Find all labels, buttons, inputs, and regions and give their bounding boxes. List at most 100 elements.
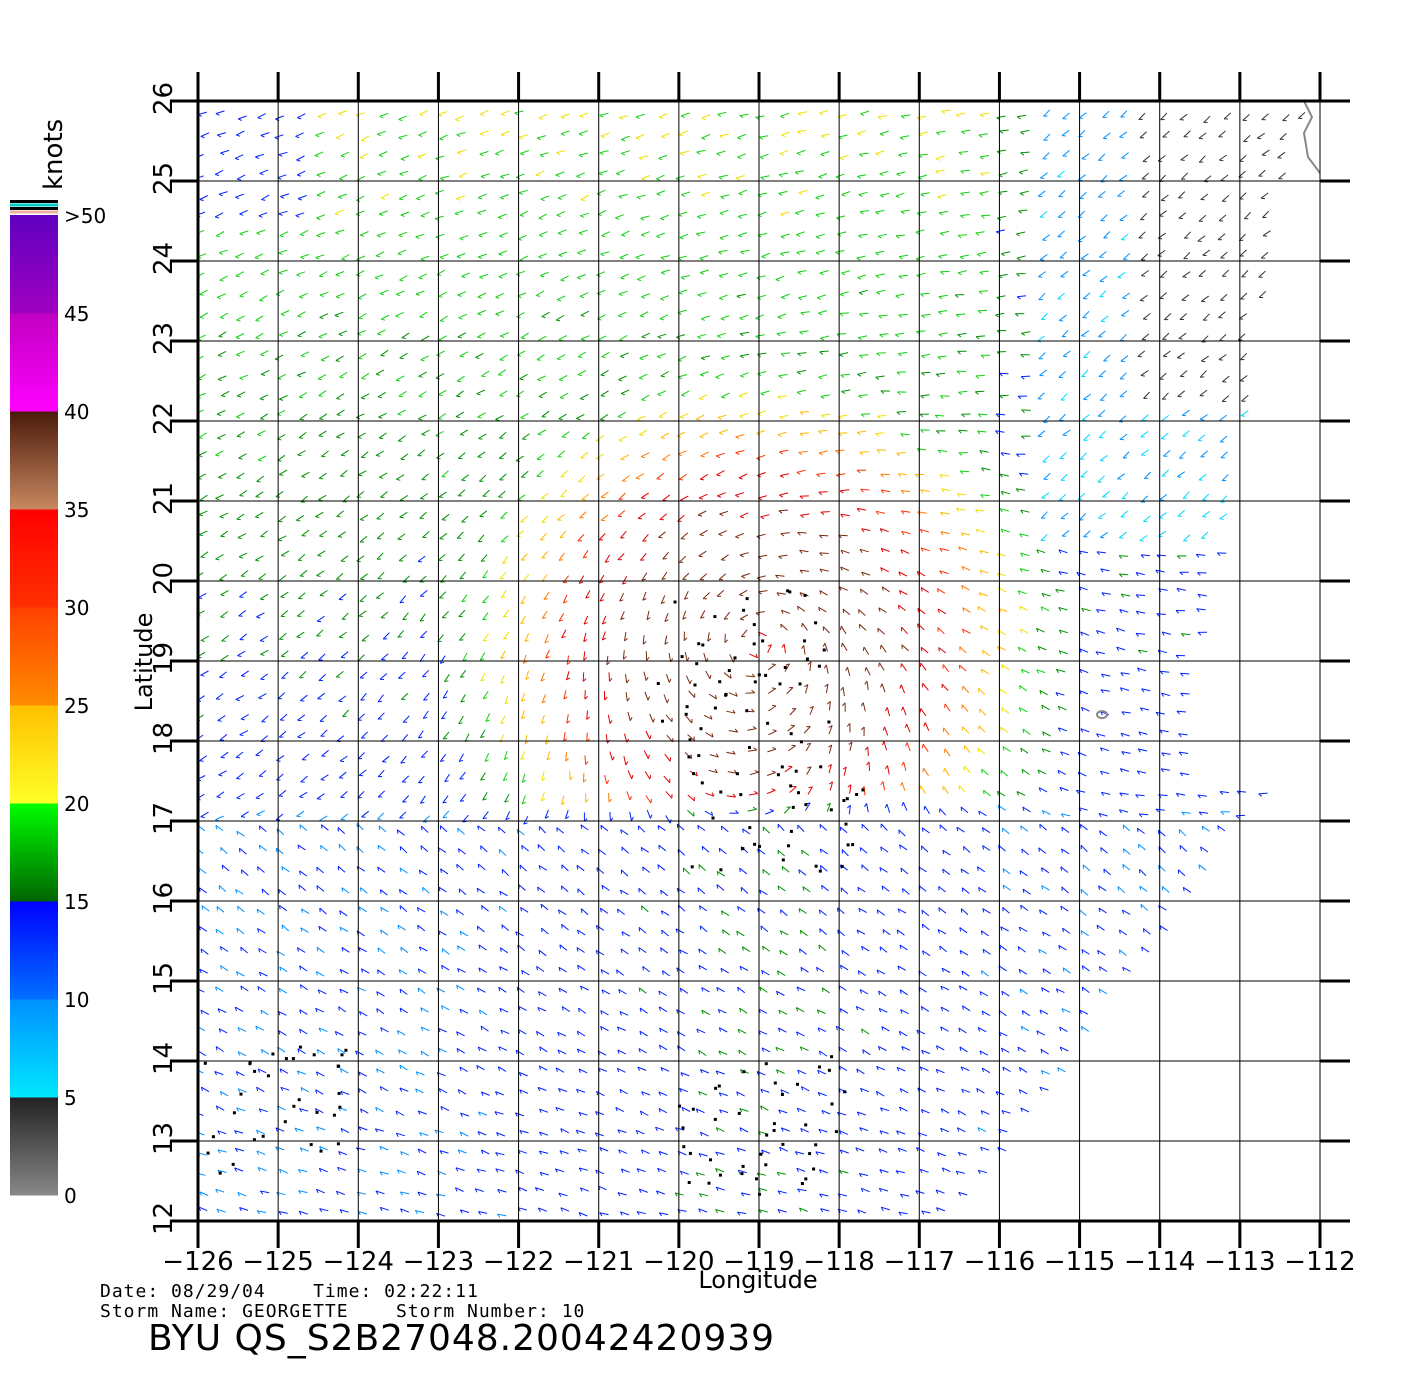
wind-vector-barb	[818, 1169, 822, 1174]
wind-vector	[495, 1168, 505, 1172]
wind-vector-barb	[884, 765, 888, 770]
wind-vector	[361, 810, 370, 818]
wind-vector-barb	[618, 1149, 621, 1154]
wind-vector	[442, 690, 449, 699]
wind-vector-barb	[459, 1009, 462, 1014]
wind-vector	[849, 784, 852, 794]
wind-vector	[581, 848, 590, 855]
wind-vector-barb	[417, 1148, 421, 1153]
wind-vector-barb	[477, 1211, 482, 1215]
wind-vector-barb	[604, 696, 608, 701]
wind-vector	[459, 930, 469, 937]
wind-vector	[398, 969, 408, 975]
wind-vector-barb	[484, 759, 489, 762]
wind-vector	[296, 810, 305, 817]
wind-vector	[499, 1007, 509, 1013]
wind-vector	[234, 1130, 244, 1134]
wind-vector	[980, 1146, 990, 1151]
wind-vector-barb	[418, 736, 423, 739]
wind-vector	[955, 1170, 965, 1174]
wind-vector	[377, 790, 386, 798]
wind-vector-barb	[397, 538, 402, 541]
wind-vector-barb	[777, 1190, 781, 1195]
wind-vector-barb	[1001, 991, 1004, 996]
wind-vector-barb	[1136, 828, 1139, 833]
wind-vector-barb	[577, 965, 580, 970]
wind-vector	[1019, 988, 1028, 995]
wind-vector	[257, 928, 266, 934]
wind-vector-barb	[820, 865, 822, 870]
wind-vector-barb	[557, 1049, 560, 1054]
wind-vector	[301, 753, 310, 761]
wind-vector	[921, 1109, 930, 1114]
wind-vector	[538, 991, 547, 997]
wind-vector-barb	[1098, 988, 1101, 994]
wind-vector-barb	[1082, 274, 1087, 277]
wind-vector	[768, 705, 777, 712]
wind-vector-barb	[1197, 794, 1201, 799]
wind-vector-barb	[905, 742, 908, 747]
wind-vector	[518, 1186, 528, 1192]
wind-vector-barb	[826, 802, 831, 806]
wind-vector-barb	[828, 781, 833, 785]
wind-vector	[697, 887, 706, 895]
wind-vector	[520, 906, 529, 913]
wind-vector-barb	[476, 1065, 479, 1070]
wind-vector	[377, 844, 386, 852]
wind-vector	[261, 715, 269, 723]
wind-vector	[438, 930, 447, 936]
wind-vector-barb	[540, 904, 543, 909]
colorbar-segment	[10, 705, 58, 804]
wind-vector	[400, 1208, 410, 1213]
wind-vector	[375, 1190, 385, 1195]
wind-vector	[258, 693, 267, 699]
wind-vector	[1176, 792, 1186, 796]
wind-vector-barb	[361, 377, 366, 380]
wind-vector	[620, 1211, 630, 1216]
wind-vector	[639, 1007, 648, 1014]
wind-vector	[760, 1088, 770, 1093]
wind-vector-barb	[260, 418, 265, 420]
wind-vector-barb	[620, 948, 623, 953]
wind-vector-barb	[711, 733, 714, 738]
wind-vector-barb	[339, 969, 343, 974]
wind-vector	[579, 1167, 588, 1171]
wind-vector-barb	[1018, 707, 1022, 712]
wind-vector	[716, 870, 726, 877]
wind-vector-barb	[537, 1007, 540, 1012]
wind-vector	[499, 890, 508, 897]
wind-vector	[1001, 1047, 1010, 1053]
wind-vector-barb	[779, 930, 783, 935]
wind-vector-barb	[234, 1167, 237, 1172]
wind-vector-barb	[456, 864, 458, 869]
wind-vector	[924, 805, 930, 815]
wind-vector-barb	[826, 701, 831, 705]
wind-vector	[748, 793, 758, 796]
wind-vector-barb	[698, 1091, 701, 1096]
wind-vector	[255, 792, 264, 799]
wind-vector-barb	[319, 594, 324, 597]
wind-vector-barb	[1040, 1070, 1044, 1075]
wind-vector-barb	[454, 1187, 458, 1192]
wind-vector-barb	[788, 765, 793, 768]
wind-vector-barb	[956, 1127, 960, 1132]
colorbar-segment	[10, 607, 58, 706]
wind-vector-barb	[1179, 772, 1184, 777]
wind-vector	[456, 909, 464, 916]
wind-vector-barb	[278, 1030, 281, 1035]
wind-vector-barb	[397, 636, 402, 638]
wind-vector-barb	[497, 1189, 501, 1194]
wind-vector-barb	[608, 798, 612, 803]
wind-vector-barb	[278, 988, 281, 993]
wind-vector	[261, 1048, 270, 1055]
wind-vector	[216, 906, 225, 913]
wind-vector	[524, 735, 528, 745]
wind-vector-barb	[771, 704, 777, 707]
wind-vector-barb	[255, 797, 260, 800]
wind-vector	[618, 1149, 628, 1154]
wind-vector-barb	[662, 970, 664, 975]
wind-vector	[1161, 886, 1170, 893]
wind-vector	[1062, 927, 1071, 934]
wind-vector	[456, 984, 465, 991]
wind-vector-barb	[779, 1147, 782, 1152]
